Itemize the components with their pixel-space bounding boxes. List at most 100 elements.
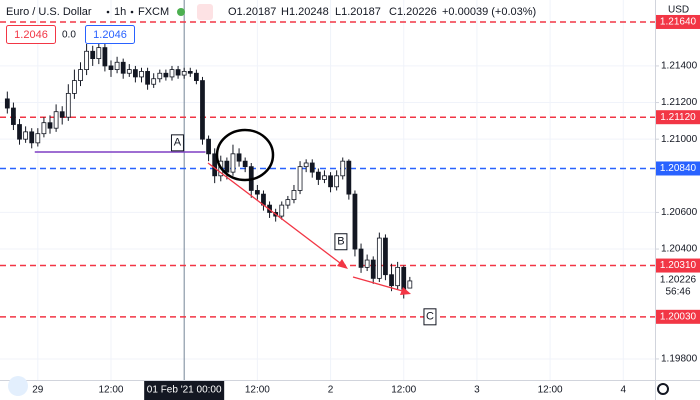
buy-price[interactable]: 1.2046: [93, 29, 127, 41]
sell-price[interactable]: 1.2046: [14, 29, 48, 41]
arrow-drawing: [352, 276, 407, 293]
ohlc-change: +0.00039 (+0.03%): [442, 6, 536, 18]
price-label: 1.21120: [660, 112, 696, 123]
candle-body: [401, 266, 407, 290]
bar-countdown: 56:46: [665, 287, 690, 298]
crosshair-label: 01 Feb '21 00:00: [147, 385, 222, 396]
x-tick-label: 3: [474, 385, 480, 396]
candle-body: [315, 171, 321, 180]
candle-body: [65, 92, 71, 118]
arrow-head: [337, 259, 348, 269]
candle-body: [133, 69, 138, 78]
price-label: 1.20030: [660, 311, 697, 322]
price-label: 1.20840: [660, 163, 697, 174]
symbol-title: Euro / U.S. Dollar: [6, 6, 92, 18]
arrow-drawing: [207, 162, 345, 267]
ohlc-low: L1.20187: [335, 6, 381, 18]
y-tick-label: 1.20400: [661, 244, 698, 255]
candle-body: [151, 78, 157, 85]
candle-body: [53, 111, 59, 129]
interval: 1h: [114, 6, 126, 18]
candle-body: [59, 111, 65, 118]
candle-body: [352, 193, 358, 250]
annotation-box: [170, 134, 184, 152]
alert-icon[interactable]: [197, 4, 213, 20]
sell-button[interactable]: [6, 25, 56, 44]
price-label-bg: [656, 258, 700, 273]
candle-body: [157, 72, 163, 80]
candle-body: [285, 199, 291, 206]
candle-body: [395, 266, 401, 287]
candle-body: [206, 138, 211, 155]
price-label-bg: [656, 309, 700, 324]
candle-body: [145, 71, 150, 85]
candle-body: [328, 175, 333, 188]
annotation-label: B: [337, 236, 344, 248]
candle-body: [224, 160, 230, 173]
current-price-bg: [656, 272, 700, 299]
candle-body: [200, 80, 205, 140]
ohlc-open: O1.20187: [228, 6, 276, 18]
candle-body: [120, 61, 126, 74]
candle-body: [346, 160, 352, 195]
arrow-head: [400, 287, 411, 295]
candle-body: [181, 71, 187, 76]
candle-body: [383, 237, 388, 276]
y-tick-label: 1.19800: [661, 354, 698, 365]
candle-body: [84, 50, 89, 70]
candle-body: [334, 175, 340, 188]
x-tick-label: 4: [621, 385, 627, 396]
candle-body: [230, 153, 236, 173]
spread: 0.0: [62, 30, 76, 41]
x-tick-label: 12:00: [538, 385, 563, 396]
candle-body: [102, 47, 108, 67]
settings-icon[interactable]: [657, 383, 669, 395]
currency: USD: [668, 5, 689, 16]
candle-body: [187, 71, 193, 74]
candle-body: [407, 280, 413, 289]
candle-body: [169, 69, 175, 78]
x-tick-label: 2: [328, 385, 334, 396]
x-tick-label: 12:00: [98, 385, 123, 396]
candle-body: [236, 153, 242, 162]
candle-body: [114, 61, 120, 70]
candle-body: [17, 124, 22, 140]
candle-body: [108, 65, 114, 70]
market-status: [177, 8, 185, 16]
candle-body: [29, 131, 35, 144]
candle-body: [309, 162, 315, 173]
price-label-bg: [656, 110, 700, 125]
candle-body: [41, 122, 47, 135]
candle-body: [96, 47, 102, 60]
y-tick-label: 1.20600: [661, 207, 698, 218]
candle-body: [370, 259, 376, 279]
candle-body: [376, 237, 382, 279]
candle-body: [193, 72, 199, 81]
candle-body: [90, 50, 96, 60]
circle-drawing: [215, 128, 275, 182]
buy-button[interactable]: [85, 25, 135, 44]
candle-body: [35, 133, 41, 144]
candle-body: [340, 160, 346, 177]
price-label: 1.21640: [660, 17, 697, 28]
candle-body: [175, 69, 181, 76]
annotation-label: A: [174, 137, 182, 149]
candle-body: [11, 107, 16, 125]
candle-body: [322, 175, 327, 180]
annotation-box: [423, 308, 437, 326]
y-tick-label: 1.21000: [661, 134, 698, 145]
candle-body: [47, 122, 53, 129]
x-tick-label: 12:00: [391, 385, 416, 396]
candle-body: [242, 160, 248, 168]
crosshair-label-bg: [144, 381, 225, 400]
candle-body: [358, 248, 364, 268]
candle-body: [72, 80, 77, 94]
candle-body: [163, 72, 169, 78]
separator: [106, 10, 110, 14]
candle-body: [139, 71, 144, 78]
separator: [130, 10, 134, 14]
logo[interactable]: [8, 376, 28, 396]
candle-body: [303, 162, 309, 168]
candle-body: [78, 69, 83, 81]
candle-body: [212, 153, 218, 177]
